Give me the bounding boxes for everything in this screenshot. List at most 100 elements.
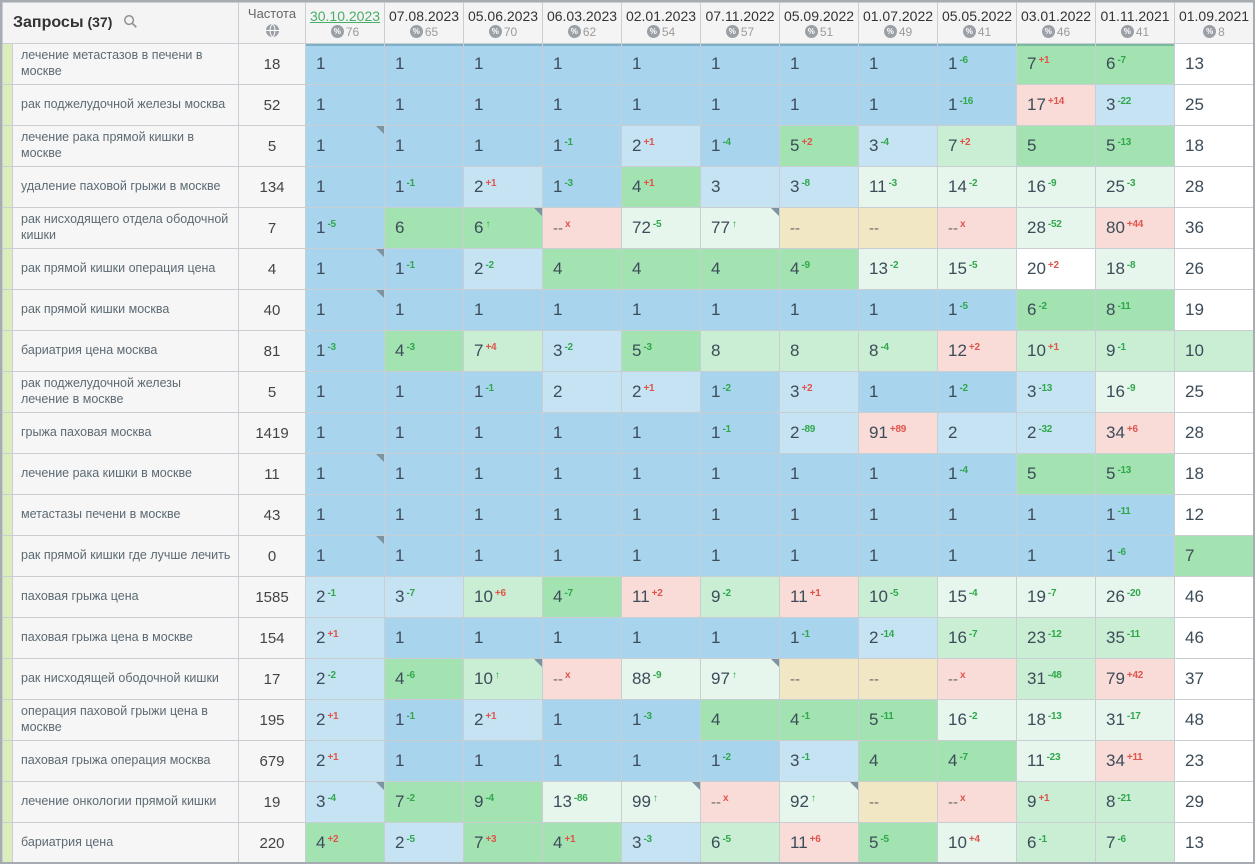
position-cell[interactable]: 3 -22 [1095, 84, 1175, 126]
position-cell[interactable]: 16 -9 [1016, 166, 1096, 208]
position-cell[interactable]: 1 [621, 43, 701, 85]
position-cell[interactable]: 2 +1 [621, 125, 701, 167]
position-cell[interactable]: 46 [1174, 576, 1253, 618]
position-cell[interactable]: 1 [463, 535, 543, 577]
position-cell[interactable]: 1 [858, 535, 938, 577]
position-cell[interactable]: 5 +2 [779, 125, 859, 167]
position-cell[interactable]: 1 -11 [1095, 494, 1175, 536]
position-cell[interactable]: 1 [779, 43, 859, 85]
position-cell[interactable]: 9 -1 [1095, 330, 1175, 372]
position-cell[interactable]: 16 -7 [937, 617, 1017, 659]
position-cell[interactable]: 10 +1 [1016, 330, 1096, 372]
position-cell[interactable]: 13 -86 [542, 781, 622, 823]
position-cell[interactable]: 46 [1174, 617, 1253, 659]
position-cell[interactable]: 7 -2 [384, 781, 464, 823]
date-column-header-05.05.2022[interactable]: 05.05.2022% 41 [937, 2, 1017, 44]
date-column-header-05.09.2022[interactable]: 05.09.2022% 51 [779, 2, 859, 44]
position-cell[interactable]: 1 [463, 740, 543, 782]
position-cell[interactable]: 3 -8 [779, 166, 859, 208]
position-cell[interactable]: 6 -1 [1016, 822, 1096, 862]
position-cell[interactable]: 2 -5 [384, 822, 464, 862]
position-cell[interactable]: 1 [305, 412, 385, 454]
position-cell[interactable]: 1 [384, 371, 464, 413]
position-cell[interactable]: 1 -6 [1095, 535, 1175, 577]
position-cell[interactable]: 3 [700, 166, 780, 208]
position-cell[interactable]: 6 ↑ [463, 207, 543, 249]
position-cell[interactable]: 13 [1174, 822, 1253, 862]
keyword-cell[interactable]: метастазы печени в москве [12, 494, 239, 536]
position-cell[interactable]: 2 +1 [621, 371, 701, 413]
position-cell[interactable]: 1 -1 [463, 371, 543, 413]
position-cell[interactable]: -- x [542, 207, 622, 249]
date-column-header-30.10.2023[interactable]: 30.10.2023% 76 [305, 2, 385, 44]
position-cell[interactable]: 25 -3 [1095, 166, 1175, 208]
date-label[interactable]: 05.05.2022 [941, 7, 1013, 24]
position-cell[interactable]: 1 [621, 412, 701, 454]
position-cell[interactable]: 1 [621, 84, 701, 126]
position-cell[interactable]: 26 -20 [1095, 576, 1175, 618]
position-cell[interactable]: 1 [305, 43, 385, 85]
position-cell[interactable]: -- x [937, 658, 1017, 700]
position-cell[interactable]: 99 ↑ [621, 781, 701, 823]
position-cell[interactable]: -- x [937, 781, 1017, 823]
position-cell[interactable]: 2 +1 [305, 740, 385, 782]
position-cell[interactable]: 80 +44 [1095, 207, 1175, 249]
position-cell[interactable]: 79 +42 [1095, 658, 1175, 700]
position-cell[interactable]: 8 [700, 330, 780, 372]
position-cell[interactable]: 1 [463, 43, 543, 85]
date-label[interactable]: 01.11.2021 [1100, 7, 1170, 24]
keyword-cell[interactable]: бариатрия цена москва [12, 330, 239, 372]
date-label[interactable]: 01.07.2022 [862, 7, 934, 24]
position-cell[interactable]: 16 -2 [937, 699, 1017, 741]
position-cell[interactable]: 1 [858, 494, 938, 536]
position-cell[interactable]: 4 +2 [305, 822, 385, 862]
date-column-header-07.08.2023[interactable]: 07.08.2023% 65 [384, 2, 464, 44]
position-cell[interactable]: 1 -6 [937, 43, 1017, 85]
position-cell[interactable]: 1 [621, 289, 701, 331]
position-cell[interactable]: 18 [1174, 453, 1253, 495]
date-label[interactable]: 05.06.2023 [467, 7, 539, 24]
position-cell[interactable]: 1 [858, 371, 938, 413]
position-cell[interactable]: 97 ↑ [700, 658, 780, 700]
position-cell[interactable]: 1 [542, 617, 622, 659]
position-cell[interactable]: 8 -21 [1095, 781, 1175, 823]
search-icon[interactable] [123, 14, 138, 29]
date-column-header-03.01.2022[interactable]: 03.01.2022% 46 [1016, 2, 1096, 44]
position-cell[interactable]: 6 [384, 207, 464, 249]
position-cell[interactable]: 23 -12 [1016, 617, 1096, 659]
date-column-header-02.01.2023[interactable]: 02.01.2023% 54 [621, 2, 701, 44]
position-cell[interactable]: 1 -2 [700, 371, 780, 413]
position-cell[interactable]: 1 [621, 617, 701, 659]
position-cell[interactable]: 1 [779, 535, 859, 577]
position-cell[interactable]: 9 -2 [700, 576, 780, 618]
position-cell[interactable]: 11 +1 [779, 576, 859, 618]
position-cell[interactable]: 5 [1016, 453, 1096, 495]
position-cell[interactable]: -- [858, 658, 938, 700]
position-cell[interactable]: 10 +6 [463, 576, 543, 618]
position-cell[interactable]: 77 ↑ [700, 207, 780, 249]
position-cell[interactable]: 11 -23 [1016, 740, 1096, 782]
position-cell[interactable]: 11 +6 [779, 822, 859, 862]
position-cell[interactable]: 1 [542, 535, 622, 577]
position-cell[interactable]: 1 [700, 535, 780, 577]
position-cell[interactable]: 2 +1 [463, 166, 543, 208]
position-cell[interactable]: 1 -5 [305, 207, 385, 249]
position-cell[interactable]: 7 +3 [463, 822, 543, 862]
keyword-cell[interactable]: лечение рака прямой кишки в москве [12, 125, 239, 167]
position-cell[interactable]: 9 +1 [1016, 781, 1096, 823]
position-cell[interactable]: 1 [384, 289, 464, 331]
position-cell[interactable]: 3 +2 [779, 371, 859, 413]
position-cell[interactable]: 1 -1 [779, 617, 859, 659]
keyword-cell[interactable]: лечение метастазов в печени в москве [12, 43, 239, 85]
position-cell[interactable]: 10 ↑ [463, 658, 543, 700]
position-cell[interactable]: 13 -2 [858, 248, 938, 290]
position-cell[interactable]: 1 [305, 453, 385, 495]
position-cell[interactable]: 1 [1016, 494, 1096, 536]
position-cell[interactable]: 1 [305, 248, 385, 290]
position-cell[interactable]: 1 [542, 494, 622, 536]
position-cell[interactable]: 10 +4 [937, 822, 1017, 862]
position-cell[interactable]: 1 [384, 84, 464, 126]
position-cell[interactable]: 3 -2 [542, 330, 622, 372]
position-cell[interactable]: 16 -9 [1095, 371, 1175, 413]
keyword-cell[interactable]: рак прямой кишки москва [12, 289, 239, 331]
